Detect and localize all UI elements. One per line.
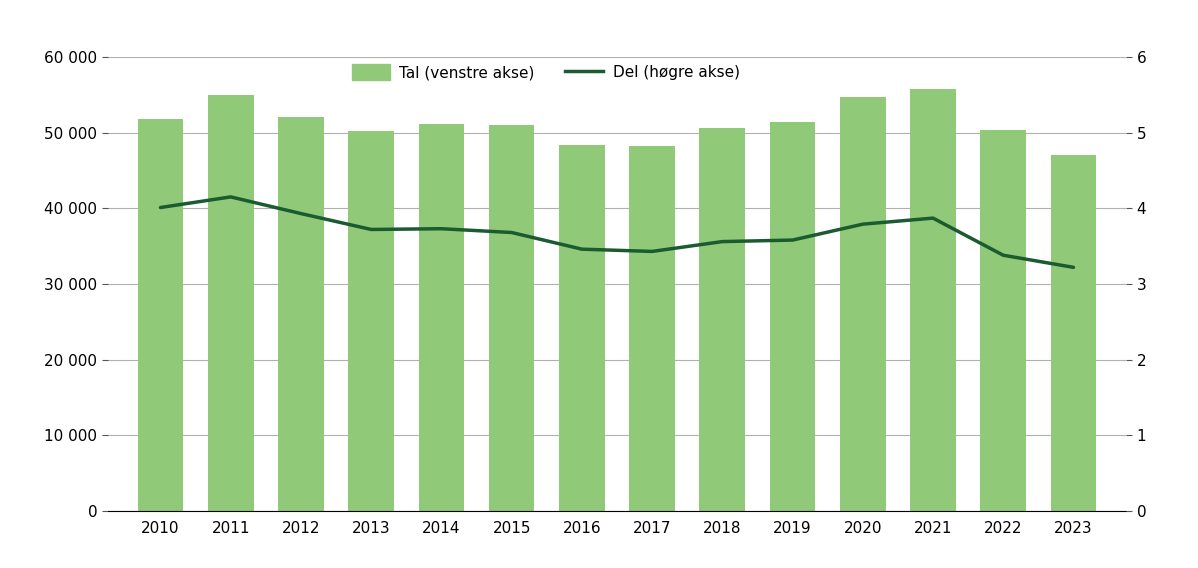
Bar: [1051, 155, 1096, 511]
Bar: [910, 89, 956, 511]
Legend: Tal (venstre akse), Del (høgre akse): Tal (venstre akse), Del (høgre akse): [352, 64, 739, 81]
Bar: [769, 122, 816, 511]
Bar: [840, 97, 885, 511]
Bar: [208, 95, 254, 511]
Bar: [489, 125, 534, 511]
Bar: [559, 145, 605, 511]
Bar: [980, 130, 1025, 511]
Bar: [700, 128, 745, 511]
Bar: [629, 146, 674, 511]
Bar: [138, 119, 183, 511]
Bar: [349, 131, 394, 511]
Bar: [278, 116, 323, 511]
Bar: [418, 124, 465, 511]
